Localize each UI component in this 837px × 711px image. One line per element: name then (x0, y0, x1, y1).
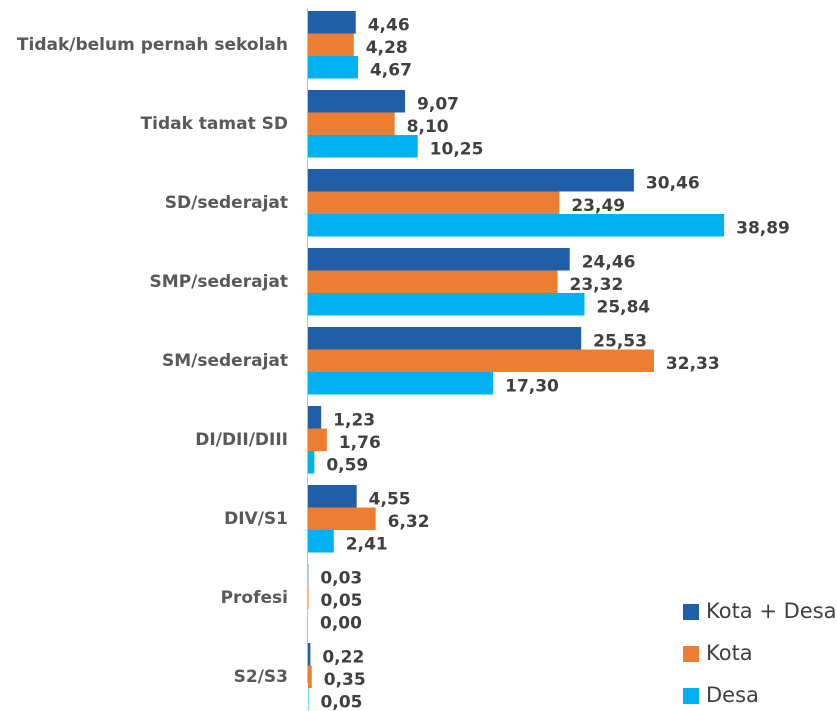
data-label: 23,49 (571, 196, 625, 216)
bar (308, 248, 570, 271)
bar (308, 530, 334, 553)
bar (308, 191, 560, 214)
legend-swatch (683, 646, 699, 662)
data-label: 0,35 (324, 670, 366, 690)
bar (308, 586, 309, 609)
bar (308, 372, 494, 395)
bar (308, 643, 311, 666)
data-label: 0,05 (321, 692, 363, 711)
data-label: 8,10 (407, 117, 449, 137)
bar (308, 406, 322, 429)
data-label: 9,07 (417, 94, 459, 114)
bar (308, 90, 406, 113)
category-label: DIV/S1 (224, 509, 288, 529)
bar (308, 665, 312, 688)
category-label: SM/sederajat (162, 351, 288, 371)
data-label: 6,32 (388, 512, 430, 532)
category-label: S2/S3 (234, 667, 288, 687)
category-label: Tidak/belum pernah sekolah (17, 35, 288, 55)
bar (308, 112, 395, 135)
bar (308, 349, 654, 372)
data-label: 4,67 (370, 60, 412, 80)
bar (308, 56, 358, 79)
legend-label: Desa (706, 683, 759, 707)
data-label: 0,05 (321, 591, 363, 611)
bar (308, 11, 356, 34)
legend-swatch (683, 604, 699, 620)
data-label: 17,30 (505, 376, 559, 396)
bar (308, 451, 315, 474)
bar (308, 214, 725, 237)
category-label: Tidak tamat SD (141, 114, 288, 134)
legend-label: Kota (706, 641, 753, 665)
data-label: 25,53 (593, 331, 647, 351)
bar (308, 688, 309, 711)
bar (308, 293, 585, 316)
data-label: 32,33 (666, 354, 720, 374)
bar (308, 485, 357, 508)
data-label: 2,41 (346, 534, 388, 554)
data-label: 4,28 (366, 38, 408, 58)
category-label: DI/DII/DIII (195, 430, 288, 450)
category-label: SMP/sederajat (150, 272, 288, 292)
bar (308, 169, 634, 192)
data-label: 0,59 (326, 455, 368, 475)
data-label: 1,76 (339, 433, 381, 453)
data-label: 4,55 (369, 489, 411, 509)
data-label: 38,89 (736, 218, 790, 238)
category-label: Profesi (221, 588, 288, 608)
legend-label: Kota + Desa (706, 599, 837, 623)
bar (308, 270, 558, 293)
data-label: 30,46 (646, 173, 700, 193)
bar (308, 135, 418, 158)
data-label: 0,00 (320, 613, 362, 633)
data-label: 10,25 (430, 139, 484, 159)
data-label: 0,03 (320, 568, 362, 588)
bar (308, 507, 376, 530)
data-label: 25,84 (596, 297, 650, 317)
data-label: 24,46 (582, 252, 636, 272)
data-label: 4,46 (368, 15, 410, 35)
data-label: 23,32 (570, 275, 624, 295)
legend-swatch (683, 688, 699, 704)
bar (308, 327, 582, 350)
bar (308, 428, 327, 451)
category-label: SD/sederajat (165, 193, 288, 213)
data-label: 0,22 (322, 647, 364, 667)
bar (308, 33, 354, 56)
data-label: 1,23 (333, 410, 375, 430)
